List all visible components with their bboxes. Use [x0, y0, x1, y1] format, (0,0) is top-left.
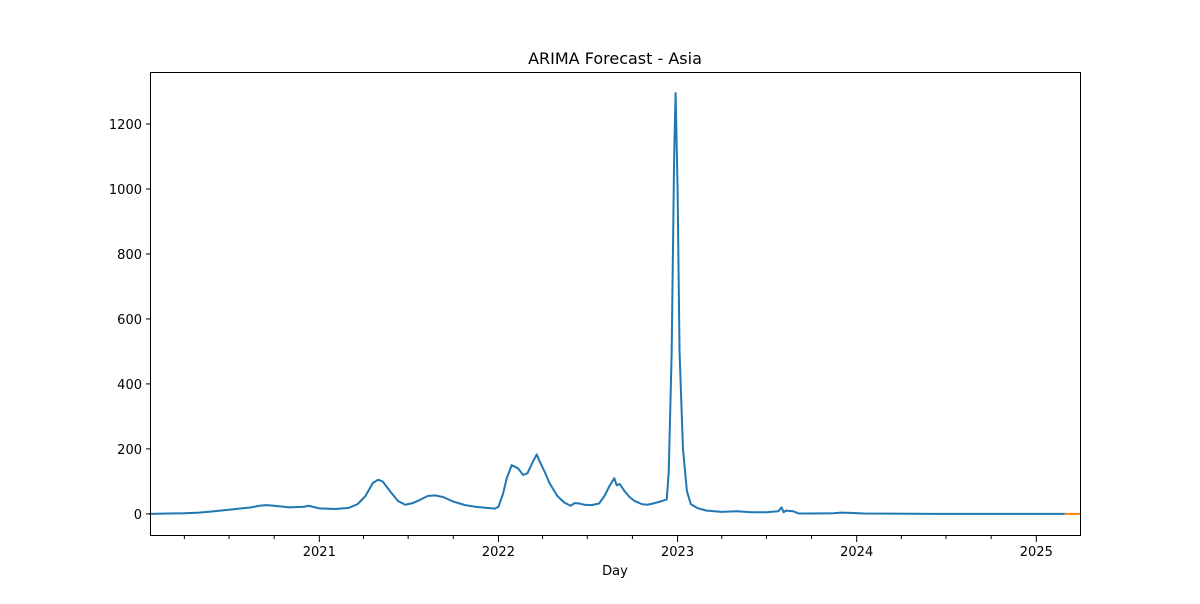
x-tick-label: 2025 — [1020, 545, 1053, 560]
series-line-1 — [149, 92, 1066, 515]
y-tick-label: 1200 — [109, 118, 142, 133]
y-tick-label: 0 — [134, 508, 142, 523]
plot-frame — [150, 72, 1081, 536]
x-tick-label: 2023 — [661, 545, 694, 560]
y-tick-label: 400 — [117, 378, 142, 393]
x-tick-label: 2024 — [840, 545, 873, 560]
chart-title: ARIMA Forecast - Asia — [528, 49, 702, 68]
x-tick-label: 2021 — [303, 545, 336, 560]
plot-area — [149, 92, 1081, 515]
x-axis: 2021 2022 2023 2024 2025 — [183, 535, 1053, 560]
x-axis-label: Day — [602, 564, 628, 579]
y-tick-label: 600 — [117, 313, 142, 328]
y-tick-label: 800 — [117, 248, 142, 263]
x-tick-label: 2022 — [482, 545, 515, 560]
y-axis: 0 200 400 600 800 1000 1200 — [109, 118, 150, 523]
y-tick-label: 200 — [117, 443, 142, 458]
y-tick-label: 1000 — [109, 183, 142, 198]
